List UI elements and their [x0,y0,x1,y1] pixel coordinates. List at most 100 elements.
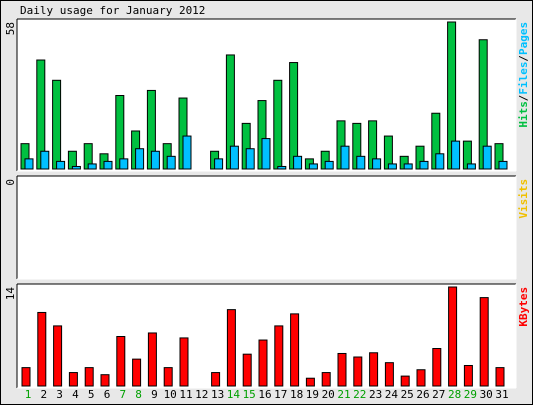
bar-hits-day-18 [289,62,299,170]
x-tick-day-18: 18 [290,388,303,401]
bar-files-day-23 [372,158,382,170]
bar-kbytes-day-17 [274,325,284,387]
bar-files-day-5 [87,163,97,170]
x-tick-day-15: 15 [243,388,256,401]
graph-title: Daily usage for January 2012 [20,4,205,17]
bar-files-day-14 [229,145,239,170]
bar-kbytes-day-19 [305,377,315,387]
bar-kbytes-day-16 [258,339,268,387]
bar-kbytes-day-15 [242,353,252,387]
bar-files-day-19 [308,163,318,170]
bar-kbytes-day-3 [53,325,63,387]
x-tick-day-19: 19 [306,388,319,401]
bar-kbytes-day-7 [116,336,126,387]
bar-kbytes-day-21 [337,352,347,387]
bar-hits-day-17 [273,79,283,170]
panel-visits-area [17,176,516,279]
x-tick-day-24: 24 [385,388,399,401]
bar-files-day-29 [466,163,476,170]
bar-kbytes-day-18 [290,313,300,387]
x-tick-day-4: 4 [72,388,79,401]
bar-kbytes-day-10 [163,367,173,387]
panel-hits-files-pages-legend-files: Files [517,61,530,94]
bar-kbytes-day-5 [84,367,94,387]
bar-kbytes-day-30 [479,297,489,387]
bar-kbytes-day-26 [416,369,426,387]
panel-visits-ymax-label: 0 [4,179,17,186]
bar-files-day-21 [340,145,350,170]
x-tick-day-3: 3 [56,388,63,401]
x-tick-day-9: 9 [151,388,158,401]
bar-files-day-25 [403,163,413,170]
panel-hits-files-pages-legend-sep: / [517,55,530,62]
bar-kbytes-day-24 [384,362,394,387]
bar-files-day-17 [277,165,287,170]
x-tick-day-5: 5 [88,388,95,401]
x-tick-day-13: 13 [211,388,224,401]
bar-files-day-7 [119,158,129,170]
bar-kbytes-day-28 [448,286,458,387]
x-tick-day-17: 17 [274,388,287,401]
bar-kbytes-day-23 [369,352,379,387]
panel-kbytes-legend-kbytes: KBytes [517,287,530,327]
panel-kbytes-ymax-label: 14 [4,287,17,301]
x-tick-day-22: 22 [353,388,366,401]
bar-files-day-27 [435,153,445,170]
bar-kbytes-day-6 [100,374,110,387]
x-tick-day-1: 1 [25,388,32,401]
bar-files-day-6 [103,160,113,170]
x-tick-day-16: 16 [258,388,271,401]
bar-files-day-20 [324,160,334,170]
bar-files-day-24 [387,163,397,170]
bar-kbytes-day-20 [321,372,331,387]
x-tick-day-28: 28 [448,388,461,401]
bar-files-day-30 [482,145,492,170]
bar-files-day-31 [498,160,508,170]
bar-files-day-22 [356,155,366,170]
bar-kbytes-day-14 [226,309,236,387]
bar-files-day-8 [135,148,145,170]
x-tick-day-14: 14 [227,388,241,401]
bar-files-day-18 [293,155,303,170]
bar-files-day-9 [150,150,160,170]
x-tick-day-11: 11 [179,388,192,401]
panel-hits-files-pages-legend-pages: Pages [517,22,530,55]
x-tick-day-8: 8 [135,388,142,401]
bar-kbytes-day-1 [21,367,31,387]
panel-hits-files-pages-legend-sep: / [517,95,530,102]
bar-files-day-13 [214,158,224,170]
x-tick-day-30: 30 [480,388,493,401]
bar-kbytes-day-27 [432,348,442,387]
x-tick-day-2: 2 [40,388,47,401]
x-tick-day-20: 20 [322,388,335,401]
bar-files-day-16 [261,138,271,170]
x-tick-day-7: 7 [119,388,126,401]
bar-hits-day-7 [115,95,125,170]
bar-kbytes-day-29 [463,364,473,387]
bar-files-day-11 [182,135,192,170]
bar-files-day-2 [40,150,50,170]
bar-kbytes-day-8 [132,358,142,387]
x-tick-day-23: 23 [369,388,382,401]
bar-kbytes-day-9 [147,332,157,387]
bar-files-day-15 [245,148,255,170]
bar-kbytes-day-31 [495,367,505,387]
bar-files-day-4 [71,165,81,170]
x-tick-day-26: 26 [416,388,429,401]
x-tick-day-25: 25 [401,388,414,401]
bar-files-day-10 [166,155,176,170]
bar-files-day-26 [419,160,429,170]
panel-hits-files-pages-ymax-label: 58 [4,22,17,35]
bar-files-day-1 [24,158,34,170]
bar-kbytes-day-22 [353,356,363,387]
x-tick-day-10: 10 [164,388,177,401]
bar-hits-day-3 [52,79,62,170]
bar-files-day-28 [451,140,461,170]
bar-kbytes-day-25 [400,375,410,387]
x-tick-day-21: 21 [337,388,350,401]
bar-kbytes-day-2 [37,311,47,387]
x-tick-day-29: 29 [464,388,477,401]
x-tick-day-6: 6 [104,388,111,401]
